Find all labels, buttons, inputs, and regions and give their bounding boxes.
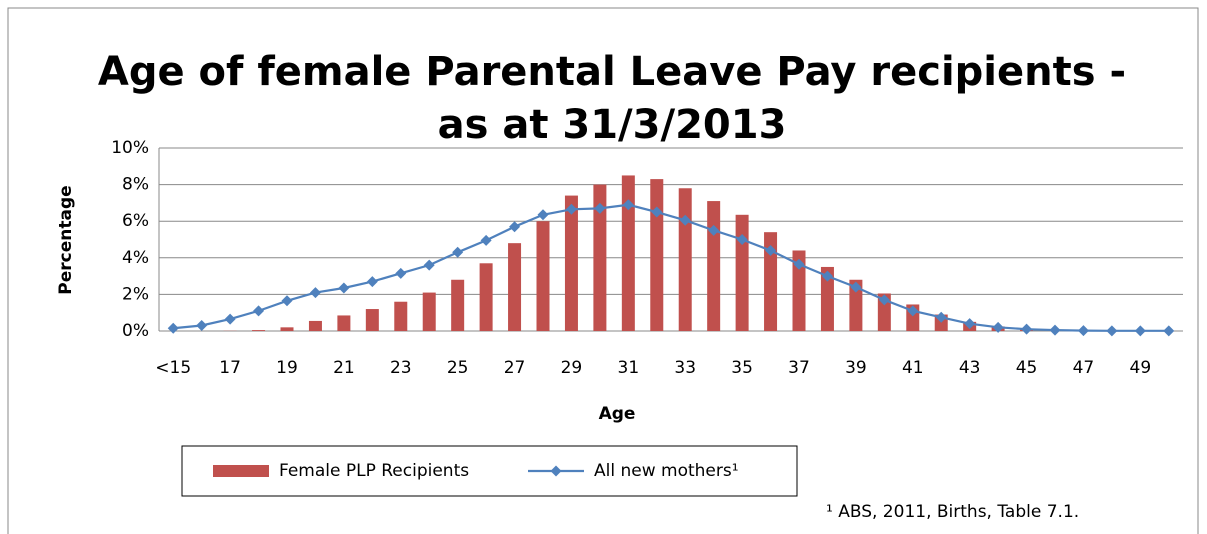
x-tick-label: 17 [219, 358, 241, 378]
bar [365, 309, 379, 331]
x-tick-label: 21 [333, 358, 355, 378]
bar [280, 327, 294, 331]
line-marker [793, 258, 805, 270]
y-axis-title: Percentage [56, 185, 76, 294]
line-marker [395, 267, 407, 279]
bar [735, 214, 749, 331]
x-tick-label: 31 [618, 358, 640, 378]
legend-label: Female PLP Recipients [279, 461, 469, 481]
line-marker [366, 276, 378, 288]
y-tick-label: 0% [122, 321, 149, 341]
x-tick-label: 27 [504, 358, 526, 378]
bar [252, 330, 266, 331]
x-tick-label: 49 [1130, 358, 1152, 378]
line [173, 203, 1169, 332]
line-marker [708, 224, 720, 236]
line-marker [1077, 325, 1089, 337]
line-marker [196, 320, 208, 332]
x-tick-label: 45 [1016, 358, 1038, 378]
bar [877, 293, 891, 331]
line-marker [452, 246, 464, 258]
line-marker [167, 322, 179, 334]
y-tick-label: 10% [111, 138, 149, 158]
x-tick-label: 47 [1073, 358, 1095, 378]
bar [308, 320, 322, 331]
line-marker [622, 199, 634, 211]
bar [650, 179, 664, 331]
line-marker [765, 244, 777, 256]
line-marker [1134, 325, 1146, 337]
line-marker [907, 305, 919, 317]
legend-box [181, 445, 798, 497]
legend-swatch [213, 465, 269, 477]
line-marker [821, 270, 833, 282]
x-axis-title: Age [599, 404, 636, 424]
bar [593, 184, 607, 331]
bar [678, 188, 692, 331]
x-tick-label: <15 [155, 358, 191, 378]
chart-title: Age of female Parental Leave Pay recipie… [98, 49, 1126, 95]
line-marker [253, 305, 265, 317]
bar [849, 279, 863, 331]
bar [564, 195, 578, 331]
y-tick-label: 6% [122, 211, 149, 231]
line-marker [281, 295, 293, 307]
y-tick-label: 4% [122, 248, 149, 268]
x-tick-label: 29 [561, 358, 583, 378]
chart-title: as at 31/3/2013 [438, 102, 787, 148]
line-marker [1163, 325, 1175, 337]
bar [621, 175, 635, 331]
line-marker [964, 318, 976, 330]
line-marker [1021, 323, 1033, 335]
x-tick-label: 35 [731, 358, 753, 378]
x-tick-label: 23 [390, 358, 412, 378]
line-marker [224, 313, 236, 325]
bar [764, 232, 778, 331]
line-marker [1049, 324, 1061, 336]
bar [820, 266, 834, 331]
bar [536, 221, 550, 331]
y-tick-label: 2% [122, 284, 149, 304]
bar [422, 292, 436, 331]
chart-frame [7, 7, 1199, 534]
line-marker [480, 234, 492, 246]
line-marker [594, 202, 606, 214]
bar [394, 301, 408, 331]
line-marker [992, 321, 1004, 333]
legend-label: All new mothers¹ [594, 461, 739, 481]
line-marker [736, 234, 748, 245]
line-marker [651, 206, 663, 218]
x-tick-label: 37 [788, 358, 810, 378]
line-marker [565, 203, 577, 215]
line-marker [537, 209, 549, 221]
line-marker [850, 281, 862, 293]
line-marker [935, 311, 947, 323]
line-marker [878, 294, 890, 306]
bar [792, 250, 806, 331]
x-tick-label: 33 [674, 358, 696, 378]
bar [451, 279, 465, 331]
x-tick-label: 39 [845, 358, 867, 378]
x-tick-label: 43 [959, 358, 981, 378]
x-tick-label: 41 [902, 358, 924, 378]
x-tick-label: 19 [276, 358, 298, 378]
bar [337, 315, 351, 331]
bar [479, 263, 493, 331]
line-marker [1106, 325, 1118, 337]
y-tick-label: 8% [122, 175, 149, 195]
line-marker [679, 214, 691, 226]
bar [707, 201, 721, 331]
line-marker [309, 287, 321, 299]
x-tick-label: 25 [447, 358, 469, 378]
bar [508, 243, 522, 331]
line-marker [509, 221, 521, 233]
footnote: ¹ ABS, 2011, Births, Table 7.1. [826, 502, 1079, 522]
line-marker [338, 282, 350, 294]
legend-swatch [550, 465, 562, 477]
line-marker [423, 259, 435, 271]
